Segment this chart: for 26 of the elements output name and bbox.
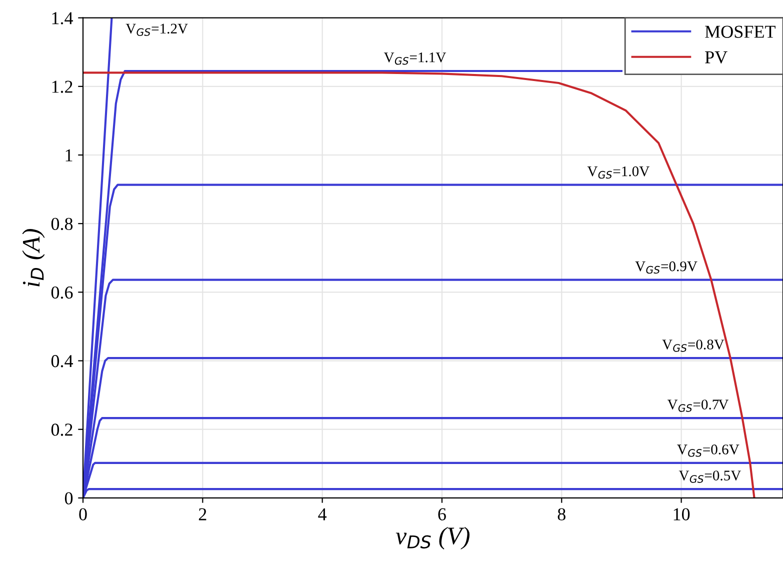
y-tick-label: 0.4 <box>51 355 73 368</box>
y-tick-label: 1.4 <box>52 12 73 24</box>
annotation: V$_{GS}$=1.0V <box>587 166 650 179</box>
annotation: V$_{GS}$=1.1V <box>384 52 446 65</box>
legend-label: MOSFET <box>705 26 776 38</box>
x-tick-label: 4 <box>318 508 327 520</box>
y-tick-label: 0.2 <box>51 424 72 436</box>
y-axis-title: i$_{D}$ (A) <box>22 229 45 286</box>
x-tick-label: 0 <box>79 508 87 520</box>
legend-label: PV <box>705 51 728 64</box>
annotation: V$_{GS}$=0.6V <box>677 444 740 457</box>
annotation: V$_{GS}$=0.5V <box>678 470 742 483</box>
annotation: V$_{GS}$=1.2V <box>126 24 188 36</box>
annotation: V$_{GS}$=0.7V <box>667 400 729 412</box>
x-tick-label: 10 <box>674 508 690 520</box>
y-tick-label: 0 <box>64 492 73 504</box>
annotation: V$_{GS}$=0.9V <box>635 261 698 274</box>
y-tick-label: 1.2 <box>52 80 72 93</box>
annotation: V$_{GS}$=0.8V <box>662 340 724 352</box>
y-tick-label: 1 <box>66 149 72 162</box>
x-axis-title: v$_{DS}$ (V) <box>396 526 470 550</box>
x-tick-label: 6 <box>438 508 446 520</box>
y-tick-label: 0.6 <box>51 286 73 299</box>
x-tick-label: 2 <box>198 508 206 520</box>
y-tick-label: 0.8 <box>51 218 73 230</box>
x-tick-label: 8 <box>558 508 566 520</box>
